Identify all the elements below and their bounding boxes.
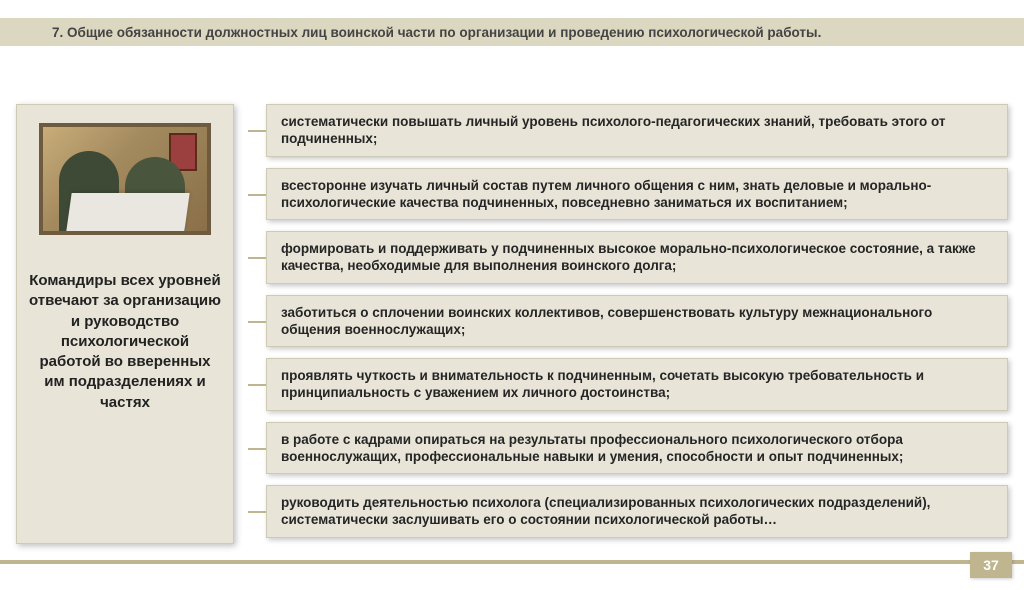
duties-list: систематически повышать личный уровень п… bbox=[248, 104, 1008, 544]
duty-text: руководить деятельностью психолога (спец… bbox=[266, 485, 1008, 538]
list-item: формировать и поддерживать у подчиненных… bbox=[248, 231, 1008, 284]
left-caption-text: Командиры всех уровней отвечают за орган… bbox=[29, 271, 221, 413]
list-item: в работе с кадрами опираться на результа… bbox=[248, 422, 1008, 475]
list-item: заботиться о сплочении воинских коллекти… bbox=[248, 295, 1008, 348]
duty-text: заботиться о сплочении воинских коллекти… bbox=[266, 295, 1008, 348]
left-summary-card: Командиры всех уровней отвечают за орган… bbox=[16, 104, 234, 544]
content-area: Командиры всех уровней отвечают за орган… bbox=[16, 104, 1008, 544]
connector-line bbox=[248, 485, 266, 538]
duty-text: проявлять чуткость и внимательность к по… bbox=[266, 358, 1008, 411]
photo-newspaper bbox=[66, 193, 189, 231]
page-number-badge: 37 bbox=[970, 552, 1012, 578]
footer-divider bbox=[0, 560, 1024, 564]
duty-text: всесторонне изучать личный состав путем … bbox=[266, 168, 1008, 221]
duty-text: систематически повышать личный уровень п… bbox=[266, 104, 1008, 157]
connector-line bbox=[248, 231, 266, 284]
slide-header-bar: 7. Общие обязанности должностных лиц вои… bbox=[0, 18, 1024, 46]
list-item: систематически повышать личный уровень п… bbox=[248, 104, 1008, 157]
connector-line bbox=[248, 422, 266, 475]
page-number: 37 bbox=[983, 557, 999, 573]
list-item: проявлять чуткость и внимательность к по… bbox=[248, 358, 1008, 411]
connector-line bbox=[248, 104, 266, 157]
officers-photo bbox=[39, 123, 211, 235]
list-item: руководить деятельностью психолога (спец… bbox=[248, 485, 1008, 538]
duty-text: формировать и поддерживать у подчиненных… bbox=[266, 231, 1008, 284]
connector-line bbox=[248, 168, 266, 221]
slide-title: 7. Общие обязанности должностных лиц вои… bbox=[52, 25, 821, 40]
duty-text: в работе с кадрами опираться на результа… bbox=[266, 422, 1008, 475]
connector-line bbox=[248, 358, 266, 411]
connector-line bbox=[248, 295, 266, 348]
list-item: всесторонне изучать личный состав путем … bbox=[248, 168, 1008, 221]
